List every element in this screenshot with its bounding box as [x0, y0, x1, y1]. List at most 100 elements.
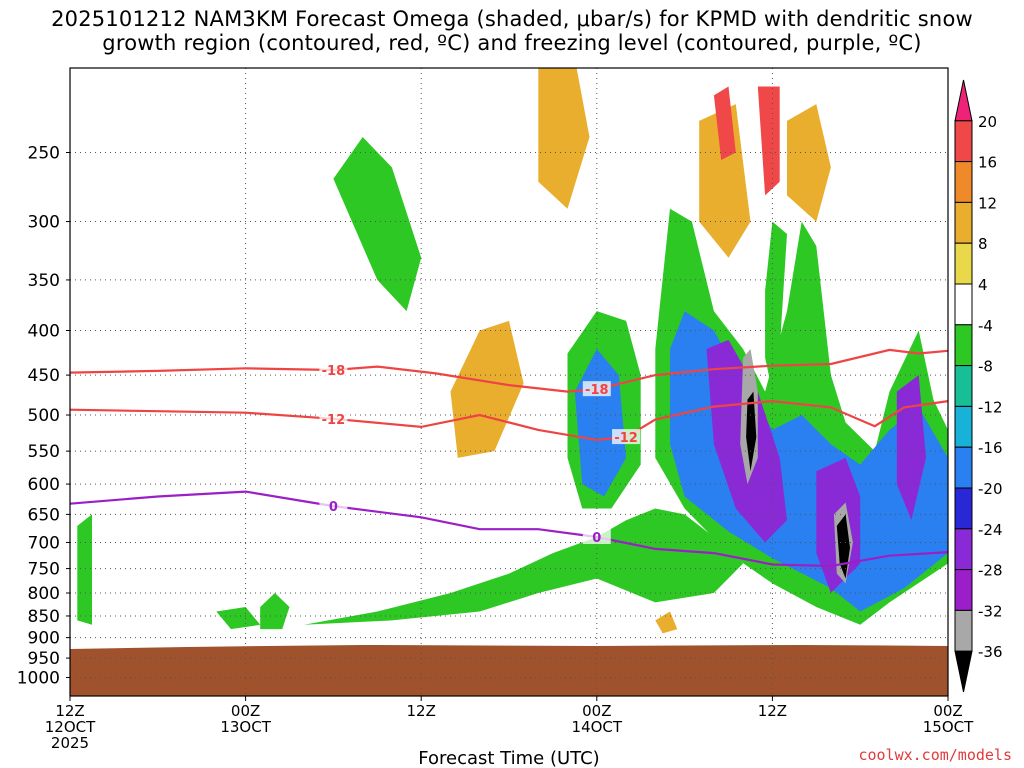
colorbar-label-4: 4 — [978, 276, 988, 294]
y-tick-label-500: 500 — [28, 406, 60, 426]
y-tick-label-300: 300 — [28, 213, 60, 233]
colorbar-label--16: -16 — [978, 439, 1003, 457]
omega-region-4 — [816, 68, 861, 258]
x-axis-title: Forecast Time (UTC) — [418, 748, 599, 768]
omega-region--4 — [260, 593, 290, 630]
omega-region--4 — [333, 137, 422, 312]
x-tick-label-60-0: 00Z — [933, 702, 962, 720]
contour-label-bg — [582, 381, 611, 397]
x-tick-label-24-0: 12Z — [407, 702, 436, 720]
colorbar-bin-4 — [954, 242, 973, 285]
contour--18 — [69, 348, 949, 393]
y-tick-label-450: 450 — [28, 366, 60, 386]
omega-region--36 — [746, 391, 757, 472]
colorbar-label--4: -4 — [978, 317, 993, 335]
colorbar-bin-1 — [954, 120, 973, 163]
omega-region--4 — [304, 508, 744, 625]
colorbar-label--28: -28 — [978, 562, 1003, 580]
y-tick-label-800: 800 — [28, 584, 60, 604]
omega-region-12 — [699, 104, 751, 258]
y-tick-label-350: 350 — [28, 271, 60, 291]
colorbar-bin-14 — [954, 650, 973, 693]
y-tick-label-700: 700 — [28, 533, 60, 553]
colorbar-bin-6 — [954, 324, 973, 367]
contour-label--12-1: -12 — [614, 431, 638, 446]
y-tick-label-1000: 1000 — [17, 669, 60, 689]
contour-label--12-0: -12 — [322, 413, 346, 428]
omega-region--4 — [765, 221, 787, 392]
colorbar-label-12: 12 — [978, 194, 997, 212]
chart-title-line-2: growth region (contoured, red, ºC) and f… — [102, 31, 922, 55]
contour-label-0-0: 0 — [329, 500, 338, 515]
contour-layer: -18 -18 -12 -12 0 0 — [69, 348, 949, 568]
omega-shading-layer — [77, 68, 948, 638]
omega-region-12 — [787, 104, 831, 222]
omega-region-12 — [538, 68, 590, 209]
x-tick-label-0-1: 12OCT — [45, 718, 96, 736]
contour-label--18-0: -18 — [322, 364, 346, 379]
omega-region-20 — [713, 86, 736, 160]
x-tick-label-36-1: 14OCT — [572, 718, 623, 736]
y-tick-label-550: 550 — [28, 442, 60, 462]
y-tick-label-850: 850 — [28, 607, 60, 627]
colorbar-bin-13 — [954, 609, 973, 652]
omega-region-12 — [655, 611, 678, 634]
colorbar-bin-5 — [954, 283, 973, 326]
y-tick-label-400: 400 — [28, 322, 60, 342]
omega-region-4 — [904, 68, 941, 358]
chart-title-line-1: 2025101212 NAM3KM Forecast Omega (shaded… — [51, 7, 973, 31]
y-tick-label-750: 750 — [28, 560, 60, 580]
contour--12 — [69, 399, 949, 442]
x-tick-label-0-2: 2025 — [51, 734, 89, 752]
plot-frame — [69, 67, 949, 697]
x-tick-label-60-1: 15OCT — [923, 718, 974, 736]
terrain-layer — [70, 644, 948, 696]
omega-region-4 — [772, 602, 802, 638]
omega-region--4 — [77, 514, 92, 625]
contour-label--18-1: -18 — [585, 383, 609, 398]
colorbar-bin-0 — [954, 79, 973, 122]
y-tick-label-900: 900 — [28, 629, 60, 649]
contour-0 — [69, 490, 949, 568]
x-tick-label-12-0: 00Z — [231, 702, 260, 720]
y-tick-label-650: 650 — [28, 505, 60, 525]
contour-label-0-1: 0 — [592, 531, 601, 546]
colorbar-bin-10 — [954, 487, 973, 530]
colorbar-label--8: -8 — [978, 358, 993, 376]
contour-label-bg — [582, 528, 611, 544]
omega-region--4 — [216, 607, 261, 630]
x-tick-label-0-0: 12Z — [55, 702, 84, 720]
x-tick-label-36-0: 00Z — [582, 702, 611, 720]
x-tick-label-12-1: 13OCT — [220, 718, 271, 736]
contour-label-bg — [612, 429, 641, 445]
omega-region-12 — [450, 320, 524, 458]
colorbar-label-8: 8 — [978, 235, 988, 253]
colorbar-bin-9 — [954, 446, 973, 489]
colorbar-label--12: -12 — [978, 398, 1003, 416]
x-tick-label-48-0: 12Z — [758, 702, 787, 720]
colorbar-label--32: -32 — [978, 602, 1003, 620]
y-tick-label-250: 250 — [28, 144, 60, 164]
colorbar-label--24: -24 — [978, 521, 1003, 539]
source-credit: coolwx.com/models — [858, 746, 1012, 764]
axes-layer: 2503003504004505005506006507007508008509… — [17, 67, 974, 768]
omega-region-4 — [582, 588, 656, 638]
colorbar-bin-12 — [954, 569, 973, 611]
colorbar-label--20: -20 — [978, 480, 1003, 498]
colorbar-label-20: 20 — [978, 113, 997, 131]
colorbar-bin-2 — [954, 161, 973, 203]
colorbar-bin-7 — [954, 365, 973, 407]
y-tick-label-950: 950 — [28, 649, 60, 669]
omega-region--24 — [896, 375, 926, 521]
omega-region-20 — [757, 86, 780, 196]
colorbar: 20 16 12 8 4 -4 -8 -12 -16 -20 -24 -28 -32 -36 — [954, 79, 1003, 693]
contour-label-bg — [319, 362, 348, 378]
colorbar-label--36: -36 — [978, 643, 1003, 661]
contour-label-bg — [319, 498, 348, 514]
colorbar-label-16: 16 — [978, 154, 997, 172]
contour-label-bg — [319, 410, 348, 426]
colorbar-bin-8 — [954, 405, 973, 448]
omega-region-4 — [699, 583, 729, 638]
omega-region-4 — [572, 68, 634, 258]
